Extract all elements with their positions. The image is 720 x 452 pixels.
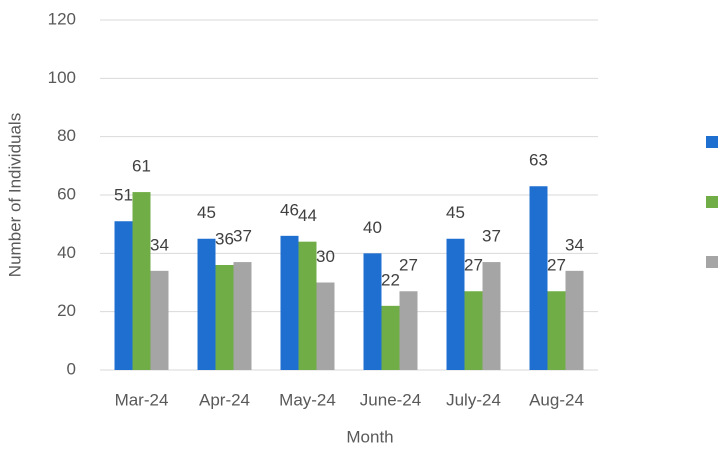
data-label: 45	[446, 203, 465, 222]
legend-swatch	[706, 196, 718, 208]
data-label: 27	[547, 256, 566, 275]
legend-swatch	[706, 256, 718, 268]
data-label: 45	[197, 203, 216, 222]
bar	[565, 270, 584, 370]
x-tick-label: June-24	[360, 390, 421, 409]
bar	[482, 262, 501, 370]
data-label: 46	[280, 200, 299, 219]
bar	[215, 265, 234, 370]
data-label: 51	[114, 186, 133, 205]
x-tick-label: July-24	[446, 390, 501, 409]
bar	[132, 192, 151, 370]
data-label: 36	[215, 229, 234, 248]
bar	[381, 305, 400, 370]
bar	[529, 186, 548, 370]
x-axis-label: Month	[346, 427, 393, 446]
data-label: 34	[150, 235, 169, 254]
data-label: 61	[132, 157, 151, 176]
legend-swatch	[706, 136, 718, 148]
y-tick-label: 60	[57, 184, 76, 203]
data-label: 22	[381, 270, 400, 289]
data-label: 27	[464, 256, 483, 275]
data-label: 37	[482, 227, 501, 246]
x-tick-label: Apr-24	[199, 390, 250, 409]
data-label: 34	[565, 235, 584, 254]
bar	[197, 238, 216, 370]
y-axis-label: Number of Individuals	[5, 113, 24, 277]
data-label: 37	[233, 227, 252, 246]
bar	[280, 235, 299, 370]
y-tick-label: 100	[48, 68, 76, 87]
y-tick-label: 40	[57, 243, 76, 262]
bar	[547, 291, 566, 370]
data-label: 40	[363, 218, 382, 237]
x-tick-label: Mar-24	[115, 390, 169, 409]
x-tick-label: May-24	[279, 390, 336, 409]
y-tick-label: 120	[48, 9, 76, 28]
data-label: 27	[399, 256, 418, 275]
bar	[363, 253, 382, 370]
bar	[316, 282, 335, 370]
x-tick-label: Aug-24	[529, 390, 584, 409]
y-tick-label: 20	[57, 301, 76, 320]
bar	[114, 221, 133, 370]
y-tick-label: 0	[67, 359, 76, 378]
bar	[446, 238, 465, 370]
bar	[233, 262, 252, 370]
bar	[464, 291, 483, 370]
bar	[399, 291, 418, 370]
data-label: 63	[529, 151, 548, 170]
y-tick-label: 80	[57, 126, 76, 145]
bar	[150, 270, 169, 370]
data-label: 30	[316, 247, 335, 266]
data-label: 44	[298, 206, 317, 225]
bar	[298, 241, 317, 370]
